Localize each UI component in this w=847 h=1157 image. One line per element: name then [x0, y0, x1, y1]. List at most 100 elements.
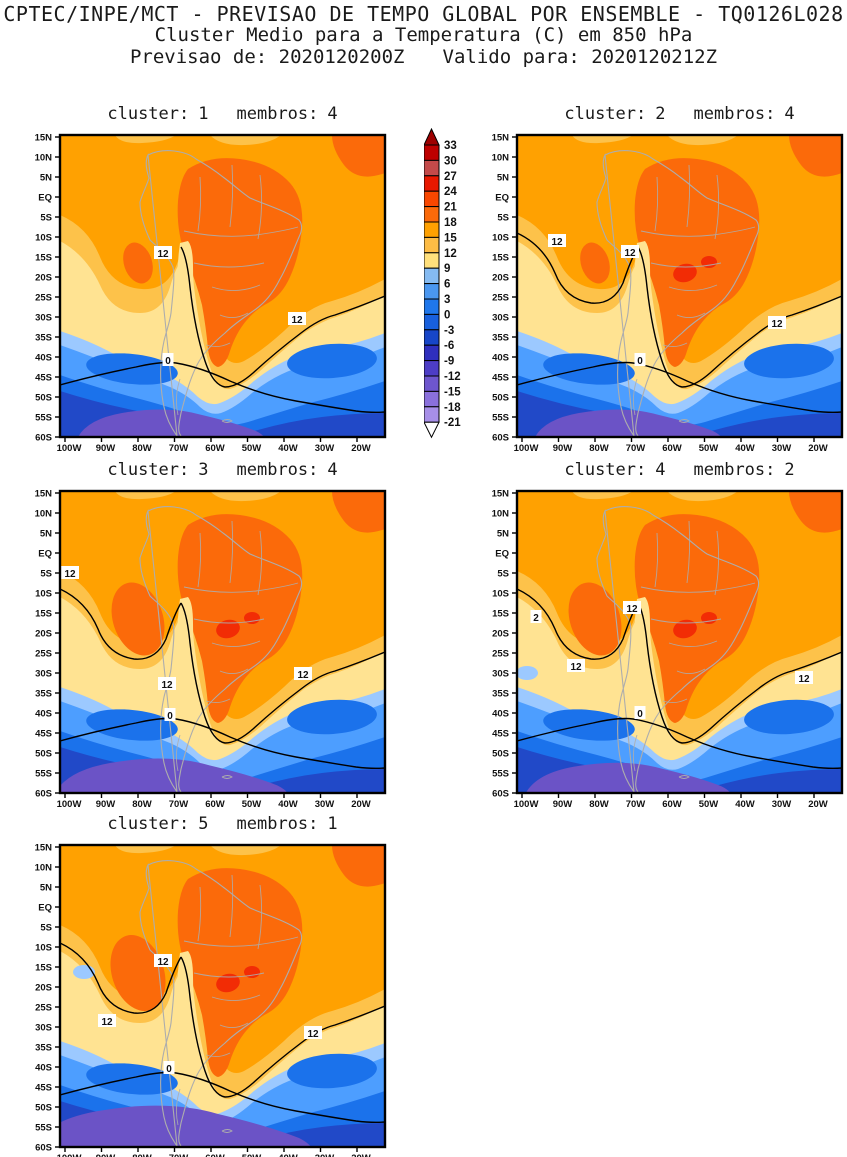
svg-text:5S: 5S [40, 213, 52, 224]
svg-text:60S: 60S [492, 433, 509, 444]
contour-lines [60, 942, 385, 1124]
svg-text:80W: 80W [132, 443, 152, 451]
valid-time-label: Valido para: 2020120212Z [442, 46, 718, 68]
svg-text:0: 0 [444, 309, 450, 321]
svg-text:6: 6 [444, 279, 450, 291]
svg-text:12: 12 [771, 319, 783, 330]
svg-text:15N: 15N [492, 133, 510, 144]
svg-text:15N: 15N [35, 133, 53, 144]
svg-text:50W: 50W [242, 1153, 262, 1157]
init-time-label: Previsao de: 2020120200Z [129, 46, 405, 68]
longitude-axis: 100W 90W 80W 70W 60W 50W 40W 30W 20W [57, 1147, 371, 1157]
svg-text:60W: 60W [205, 1153, 225, 1157]
latitude-axis: 15N 10N 5N EQ 5S 10S 15S 20S 25S 30S 35S 40S 45S 50S 5… [492, 133, 517, 444]
svg-text:5S: 5S [40, 923, 52, 934]
svg-text:10S: 10S [492, 589, 509, 600]
panel-title: cluster: 2 membros: 4 [564, 104, 795, 124]
svg-text:0: 0 [167, 711, 173, 722]
panel-title: cluster: 5 membros: 1 [107, 814, 338, 834]
svg-text:12: 12 [161, 680, 173, 691]
svg-text:55S: 55S [35, 413, 52, 424]
svg-text:-12: -12 [444, 371, 461, 383]
svg-text:70W: 70W [169, 799, 189, 807]
svg-text:40W: 40W [735, 443, 755, 451]
map-plot-svg: 12 12 12 0 15N 10N 5N EQ 5S 10S 15S 20S 25S 30S 35S 40S… [35, 489, 387, 810]
map-plot: 12 12 12 0 15N 10N 5N EQ 5S 10S 15S 20S 25S 30S 35S 40S… [485, 130, 847, 454]
svg-text:70W: 70W [626, 799, 646, 807]
svg-text:15S: 15S [35, 609, 52, 620]
cluster-panel-2: cluster: 2 membros: 4 12 12 12 0 15N 10N 5N EQ 5S 10… [485, 104, 847, 456]
plot-frame [515, 133, 844, 439]
svg-text:25S: 25S [492, 293, 509, 304]
svg-text:60W: 60W [662, 443, 682, 451]
contour-labels: 2 12 12 12 0 [530, 601, 813, 720]
svg-text:5N: 5N [40, 883, 52, 894]
svg-text:50W: 50W [699, 799, 719, 807]
svg-text:27: 27 [444, 171, 457, 183]
cluster-panel-4: cluster: 4 membros: 2 2 12 12 12 0 15N 10N 5N EQ 5S 1… [485, 460, 847, 812]
map-plot-svg: 12 12 12 0 15N 10N 5N EQ 5S 10S 15S 20S 25S 30S 35S 40S… [35, 843, 387, 1157]
svg-text:30S: 30S [35, 1023, 52, 1034]
svg-text:12: 12 [64, 569, 76, 580]
svg-text:-9: -9 [444, 356, 454, 368]
cluster-panel-1: cluster: 1 membros: 4 12 12 0 15N 10N 5N EQ 5S 10S 1… [28, 104, 390, 456]
contour-labels: 12 12 12 0 [548, 234, 786, 367]
svg-text:25S: 25S [35, 649, 52, 660]
latitude-axis: 15N 10N 5N EQ 5S 10S 15S 20S 25S 30S 35S 40S 45S 50S 5… [35, 133, 60, 444]
figure-title: CPTEC/INPE/MCT - PREVISAO DE TEMPO GLOBA… [3, 2, 844, 26]
svg-text:40S: 40S [492, 709, 509, 720]
svg-text:25S: 25S [35, 293, 52, 304]
svg-text:10N: 10N [35, 153, 53, 164]
svg-text:10S: 10S [492, 233, 509, 244]
svg-text:30S: 30S [35, 669, 52, 680]
svg-text:5S: 5S [497, 569, 509, 580]
plot-frame [515, 489, 844, 795]
svg-text:12: 12 [291, 315, 303, 326]
figure-datetime-line: Previsao de: 2020120200Z Valido para: 202… [0, 46, 847, 68]
svg-text:60S: 60S [35, 789, 52, 800]
svg-text:15N: 15N [492, 489, 510, 500]
svg-text:30S: 30S [35, 313, 52, 324]
map-fill: 12 12 12 0 [517, 135, 842, 437]
svg-text:10S: 10S [35, 589, 52, 600]
svg-text:70W: 70W [626, 443, 646, 451]
svg-text:5N: 5N [497, 173, 509, 184]
svg-text:90W: 90W [96, 799, 116, 807]
svg-text:21: 21 [444, 202, 457, 214]
svg-text:60S: 60S [35, 1143, 52, 1154]
coastline [596, 506, 760, 793]
svg-text:60W: 60W [205, 799, 225, 807]
cluster-panel-5: cluster: 5 membros: 1 12 12 12 0 15N 10N 5N EQ 5S 10… [28, 814, 390, 1157]
svg-text:33: 33 [444, 140, 457, 152]
longitude-axis: 100W 90W 80W 70W 60W 50W 40W 30W 20W [57, 437, 371, 454]
svg-text:40W: 40W [278, 1153, 298, 1157]
svg-text:30W: 30W [315, 1153, 335, 1157]
coastline [596, 150, 760, 437]
svg-text:30W: 30W [772, 443, 792, 451]
svg-text:50S: 50S [492, 749, 509, 760]
panel-title: cluster: 3 membros: 4 [107, 460, 338, 480]
map-plot-svg: 12 12 0 15N 10N 5N EQ 5S 10S 15S 20S 25S 30S 35S 40S 45… [35, 133, 387, 454]
svg-text:5S: 5S [497, 213, 509, 224]
svg-text:45S: 45S [35, 373, 52, 384]
svg-text:20S: 20S [35, 629, 52, 640]
colorbar-arrow-up [423, 127, 440, 146]
svg-text:80W: 80W [132, 1153, 152, 1157]
latitude-axis: 15N 10N 5N EQ 5S 10S 15S 20S 25S 30S 35S 40S 45S 50S 5… [492, 489, 517, 800]
svg-text:80W: 80W [132, 799, 152, 807]
svg-text:5N: 5N [40, 173, 52, 184]
plot-frame [58, 489, 387, 795]
svg-text:20S: 20S [492, 629, 509, 640]
svg-text:15S: 15S [35, 963, 52, 974]
svg-text:15N: 15N [35, 843, 53, 854]
svg-text:55S: 55S [492, 769, 509, 780]
svg-text:90W: 90W [553, 443, 573, 451]
plot-frame [58, 843, 387, 1149]
svg-text:12: 12 [551, 237, 563, 248]
contour-labels: 12 12 0 [154, 246, 306, 367]
svg-text:12: 12 [798, 674, 810, 685]
svg-text:EQ: EQ [495, 549, 509, 560]
svg-text:45S: 45S [35, 1083, 52, 1094]
contour-lines [60, 588, 385, 770]
figure-subtitle: Cluster Medio para a Temperatura (C) em … [154, 24, 693, 46]
